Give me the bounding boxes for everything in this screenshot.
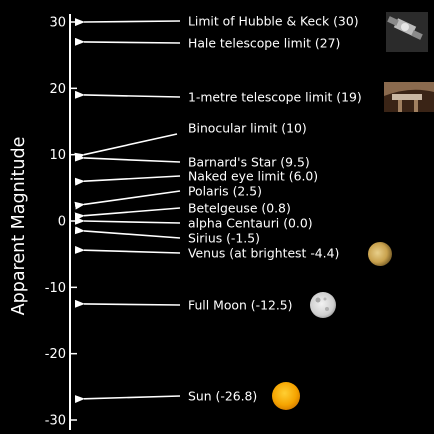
axis-tick-label: -20 [45, 347, 66, 362]
magnitude-arrow [74, 226, 181, 239]
axis-tick-label: 30 [49, 16, 66, 31]
full-moon-icon [310, 292, 336, 318]
object-label: Barnard's Star (9.5) [188, 155, 310, 170]
object-label: Binocular limit (10) [188, 121, 307, 136]
axis-tick-label: 20 [49, 82, 66, 97]
magnitude-arrow [74, 133, 178, 161]
object-label: Full Moon (-12.5) [188, 298, 293, 313]
axis-title: Apparent Magnitude [9, 137, 29, 316]
object-label: Sirius (-1.5) [188, 231, 260, 246]
axis-tick-label: -10 [45, 281, 66, 296]
magnitude-arrow [74, 207, 181, 221]
hubble-telescope-icon [386, 12, 428, 52]
object-labels: Limit of Hubble & Keck (30) Hale telescop… [188, 14, 362, 404]
object-label: alpha Centauri (0.0) [188, 216, 313, 231]
object-label: Limit of Hubble & Keck (30) [188, 14, 359, 29]
magnitude-arrow [74, 18, 181, 27]
object-label: Naked eye limit (6.0) [188, 169, 318, 184]
magnitude-arrow [74, 190, 181, 210]
magnitude-arrow [74, 37, 181, 46]
magnitude-arrow [74, 175, 181, 186]
observatory-telescope-icon [384, 82, 434, 112]
axis-tick-label: 10 [49, 148, 66, 163]
magnitude-arrow [74, 216, 181, 225]
magnitude-arrow [74, 245, 181, 254]
sun-icon [272, 382, 300, 410]
magnitude-arrow [74, 299, 181, 308]
axis-tick-label: -30 [45, 414, 66, 429]
magnitude-arrow [74, 395, 181, 404]
object-label: 1-metre telescope limit (19) [188, 90, 362, 105]
object-label: Betelgeuse (0.8) [188, 201, 291, 216]
axis-tick-label: 0 [58, 215, 66, 230]
venus-icon [368, 242, 392, 266]
magnitude-arrow [74, 153, 181, 163]
object-label: Venus (at brightest -4.4) [188, 246, 339, 261]
magnitude-arrows [74, 18, 181, 404]
axis-ticks: 30 20 10 0 -10 -20 -30 [45, 16, 77, 429]
magnitude-arrow [74, 90, 181, 99]
object-label: Sun (-26.8) [188, 389, 257, 404]
object-label: Hale telescope limit (27) [188, 36, 340, 51]
object-label: Polaris (2.5) [188, 184, 262, 199]
